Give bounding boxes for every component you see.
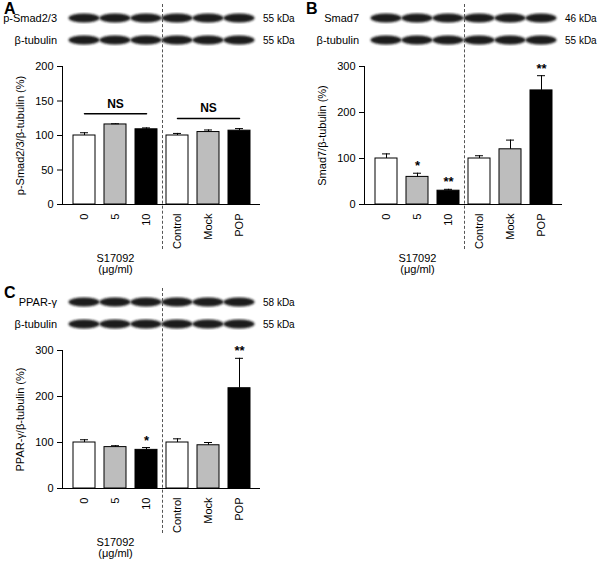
svg-text:POP: POP — [535, 214, 547, 237]
svg-text:0: 0 — [349, 198, 355, 210]
svg-text:Control: Control — [473, 214, 485, 249]
svg-text:58 kDa: 58 kDa — [263, 297, 295, 308]
svg-text:200: 200 — [35, 60, 53, 72]
svg-text:Smad7: Smad7 — [324, 12, 359, 24]
svg-text:S17092(μg/ml): S17092(μg/ml) — [97, 252, 135, 275]
svg-text:Control: Control — [171, 498, 183, 533]
svg-text:100: 100 — [35, 129, 53, 141]
svg-text:10: 10 — [140, 214, 152, 226]
svg-text:β-tubulin: β-tubulin — [15, 318, 57, 330]
svg-text:PPAR-γ: PPAR-γ — [19, 296, 58, 308]
svg-text:*: * — [415, 158, 421, 173]
svg-text:**: ** — [536, 61, 547, 76]
svg-text:**: ** — [234, 343, 245, 358]
svg-text:50: 50 — [41, 164, 53, 176]
svg-text:S17092(μg/ml): S17092(μg/ml) — [97, 536, 135, 559]
svg-text:55 kDa: 55 kDa — [565, 35, 597, 46]
svg-text:β-tubulin: β-tubulin — [15, 34, 57, 46]
svg-text:300: 300 — [35, 344, 53, 356]
svg-text:46 kDa: 46 kDa — [565, 13, 597, 24]
svg-text:10: 10 — [140, 498, 152, 510]
html-text:B: B — [306, 0, 318, 17]
svg-text:POP: POP — [233, 498, 245, 521]
svg-text:0: 0 — [47, 482, 53, 494]
svg-text:0: 0 — [47, 198, 53, 210]
html-text:C: C — [4, 284, 16, 301]
svg-text:**: ** — [443, 174, 454, 189]
svg-text:0: 0 — [78, 214, 90, 220]
svg-text:NS: NS — [107, 97, 124, 111]
svg-text:p-Smad2/3/β-tubulin (%): p-Smad2/3/β-tubulin (%) — [14, 76, 26, 195]
svg-text:5: 5 — [109, 214, 121, 220]
svg-text:55 kDa: 55 kDa — [263, 319, 295, 330]
svg-text:β-tubulin: β-tubulin — [317, 34, 359, 46]
svg-text:5: 5 — [109, 498, 121, 504]
svg-text:PPAR-γ/β-tubulin (%): PPAR-γ/β-tubulin (%) — [14, 368, 26, 472]
svg-text:55 kDa: 55 kDa — [263, 35, 295, 46]
html-text:A: A — [4, 0, 16, 17]
svg-text:Control: Control — [171, 214, 183, 249]
svg-text:Mock: Mock — [202, 213, 214, 240]
svg-text:Mock: Mock — [202, 497, 214, 524]
svg-text:POP: POP — [233, 214, 245, 237]
svg-text:S17092(μg/ml): S17092(μg/ml) — [399, 252, 437, 275]
svg-text:5: 5 — [411, 214, 423, 220]
svg-text:10: 10 — [442, 214, 454, 226]
svg-text:200: 200 — [35, 390, 53, 402]
svg-text:Mock: Mock — [504, 213, 516, 240]
svg-text:0: 0 — [380, 214, 392, 220]
svg-text:p-Smad2/3: p-Smad2/3 — [3, 12, 57, 24]
svg-text:300: 300 — [337, 60, 355, 72]
svg-text:*: * — [144, 433, 150, 448]
svg-text:0: 0 — [78, 498, 90, 504]
svg-text:NS: NS — [200, 101, 217, 115]
svg-text:150: 150 — [35, 95, 53, 107]
svg-text:Smad7/β-tubulin (%): Smad7/β-tubulin (%) — [316, 85, 328, 185]
svg-text:55 kDa: 55 kDa — [263, 13, 295, 24]
svg-text:100: 100 — [337, 152, 355, 164]
svg-text:100: 100 — [35, 436, 53, 448]
svg-text:200: 200 — [337, 106, 355, 118]
